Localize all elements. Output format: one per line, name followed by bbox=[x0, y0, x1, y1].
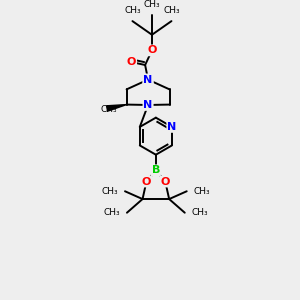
Text: CH₃: CH₃ bbox=[100, 105, 117, 114]
Text: N: N bbox=[143, 75, 153, 85]
Text: B: B bbox=[152, 165, 160, 175]
Text: CH₃: CH₃ bbox=[101, 187, 118, 196]
Text: O: O bbox=[142, 176, 151, 187]
Text: CH₃: CH₃ bbox=[144, 0, 160, 9]
Text: O: O bbox=[160, 176, 170, 187]
Text: N: N bbox=[167, 122, 176, 132]
Text: CH₃: CH₃ bbox=[163, 6, 180, 15]
Text: O: O bbox=[127, 57, 136, 67]
Text: N: N bbox=[143, 100, 153, 110]
Text: N: N bbox=[143, 75, 153, 85]
Text: CH₃: CH₃ bbox=[124, 6, 141, 15]
Text: O: O bbox=[147, 45, 157, 56]
Polygon shape bbox=[106, 105, 127, 111]
Text: CH₃: CH₃ bbox=[194, 187, 210, 196]
Text: CH₃: CH₃ bbox=[103, 208, 120, 217]
Text: CH₃: CH₃ bbox=[192, 208, 208, 217]
